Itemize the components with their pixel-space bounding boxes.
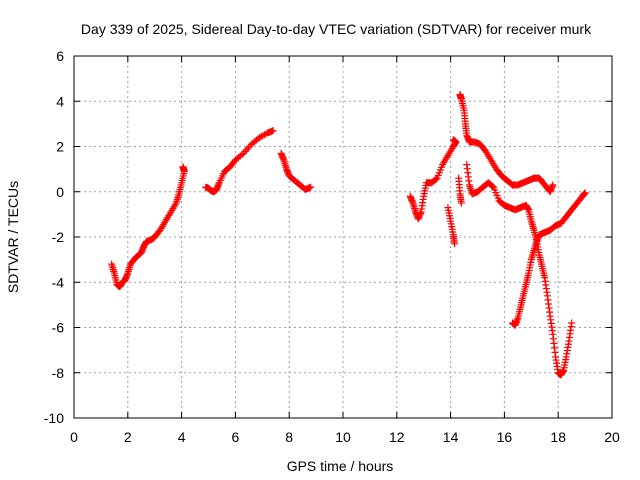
x-tick-label: 18 xyxy=(550,429,566,445)
y-tick-label: 6 xyxy=(56,48,64,64)
axis-ticks: 0 2 4 6 8 10 12 14 16 18 20 -10 -8 -6 -4 -2 0 2 4 6 xyxy=(44,48,620,445)
chart-title: Day 339 of 2025, Sidereal Day-to-day VTE… xyxy=(81,21,592,37)
data-point xyxy=(269,127,277,135)
x-tick-label: 2 xyxy=(124,429,132,445)
data-point xyxy=(238,151,246,159)
data-point xyxy=(243,146,251,154)
data-point xyxy=(449,136,457,144)
y-tick-label: -8 xyxy=(52,365,65,381)
x-tick-label: 20 xyxy=(604,429,620,445)
data-point xyxy=(451,240,459,248)
data-point xyxy=(244,144,252,152)
y-tick-label: 4 xyxy=(56,93,64,109)
x-tick-label: 6 xyxy=(232,429,240,445)
x-tick-label: 10 xyxy=(335,429,351,445)
data-point xyxy=(568,319,576,327)
data-points xyxy=(108,90,589,379)
data-point xyxy=(432,175,440,183)
data-point xyxy=(307,183,315,191)
y-tick-label: -4 xyxy=(52,274,65,290)
grid-lines xyxy=(74,56,612,418)
y-tick-label: -6 xyxy=(52,320,65,336)
y-tick-label: -2 xyxy=(52,229,65,245)
data-point xyxy=(549,181,557,189)
y-tick-label: 0 xyxy=(56,184,64,200)
x-tick-label: 4 xyxy=(178,429,186,445)
data-point xyxy=(581,189,589,197)
x-tick-label: 0 xyxy=(70,429,78,445)
data-point xyxy=(241,147,249,155)
x-tick-label: 8 xyxy=(285,429,293,445)
y-tick-label: -10 xyxy=(44,410,64,426)
y-tick-label: 2 xyxy=(56,139,64,155)
x-tick-label: 14 xyxy=(443,429,459,445)
data-point xyxy=(457,199,465,207)
y-axis-label: SDTVAR / TECUs xyxy=(5,181,21,293)
data-point xyxy=(489,182,497,190)
x-tick-label: 16 xyxy=(497,429,513,445)
data-point xyxy=(179,163,187,171)
data-point xyxy=(246,142,254,150)
x-axis-label: GPS time / hours xyxy=(287,458,394,474)
x-tick-label: 12 xyxy=(389,429,405,445)
